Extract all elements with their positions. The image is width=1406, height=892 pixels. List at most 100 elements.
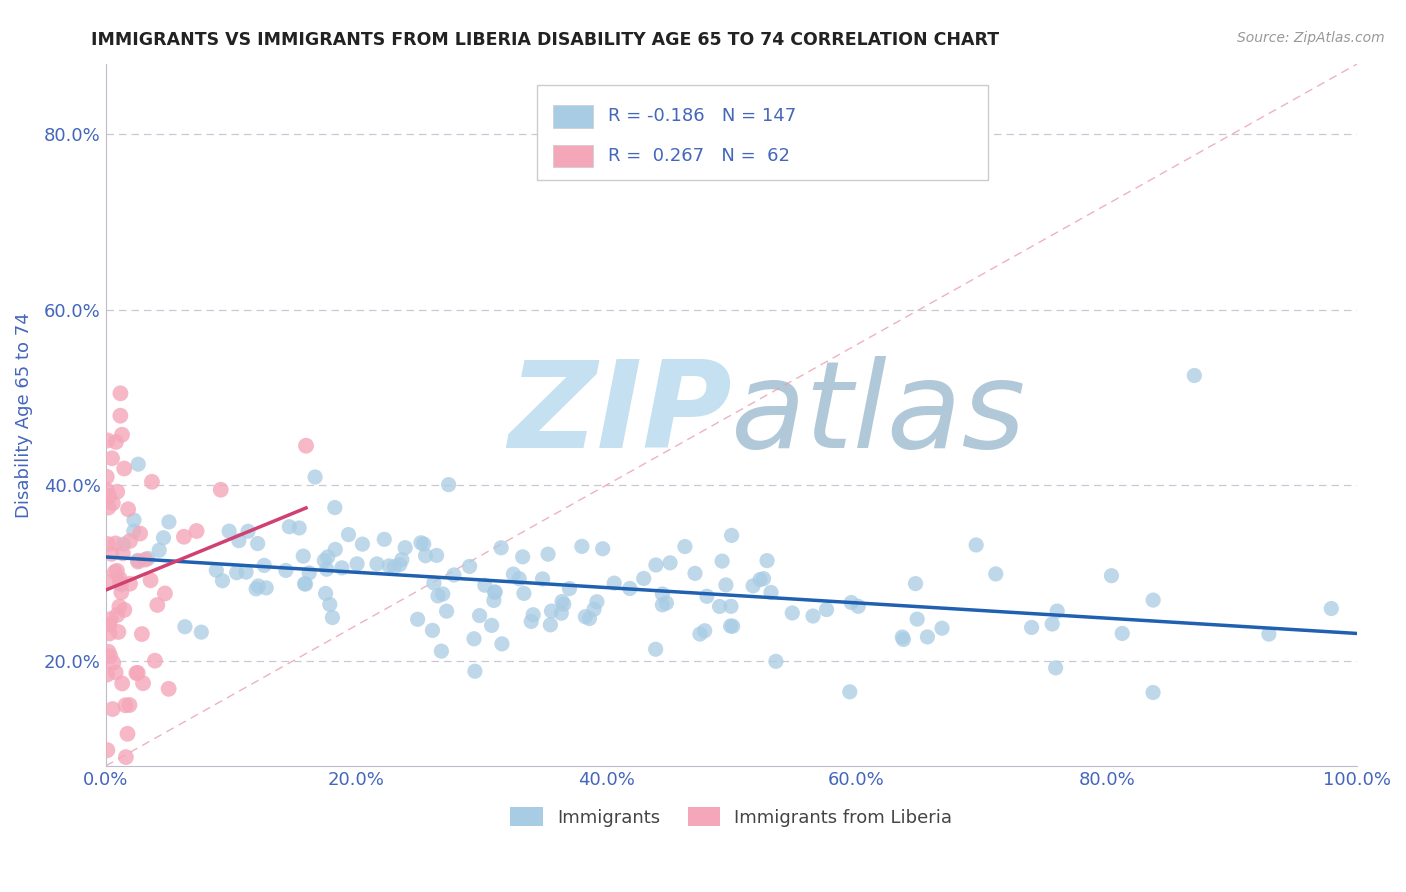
Immigrants	[112, 537, 135, 551]
Immigrants	[721, 619, 744, 633]
Immigrants	[474, 578, 496, 592]
Immigrants	[759, 585, 782, 599]
Immigrants	[253, 558, 276, 573]
Immigrants from Liberia	[104, 665, 127, 680]
FancyBboxPatch shape	[553, 105, 592, 128]
Immigrants	[323, 542, 346, 557]
Immigrants from Liberia	[105, 607, 128, 622]
Text: Source: ZipAtlas.com: Source: ZipAtlas.com	[1237, 31, 1385, 45]
Immigrants	[432, 587, 454, 601]
Immigrants from Liberia	[118, 533, 141, 548]
Immigrants	[458, 559, 481, 574]
Immigrants from Liberia	[118, 576, 141, 591]
Immigrants	[463, 632, 485, 646]
Text: atlas: atlas	[731, 357, 1026, 474]
Immigrants from Liberia	[111, 546, 134, 560]
Immigrants from Liberia	[143, 654, 166, 668]
Immigrants	[893, 632, 915, 647]
Immigrants	[481, 618, 503, 632]
Immigrants	[346, 557, 368, 571]
Immigrants	[337, 527, 360, 541]
Immigrants from Liberia	[112, 603, 135, 617]
Immigrants from Liberia	[125, 666, 148, 681]
Immigrants	[651, 587, 673, 601]
Immigrants from Liberia	[146, 598, 169, 612]
Immigrants	[846, 599, 869, 614]
Immigrants	[468, 608, 491, 623]
Immigrants from Liberia	[117, 502, 139, 516]
Immigrants from Liberia	[186, 524, 208, 538]
Immigrants	[415, 549, 437, 563]
Immigrants	[314, 553, 336, 567]
Immigrants	[1142, 685, 1164, 699]
Immigrants	[540, 604, 562, 618]
Immigrants	[531, 572, 554, 586]
Immigrants	[659, 556, 682, 570]
Immigrants from Liberia	[100, 612, 122, 626]
Immigrants	[508, 572, 530, 586]
Immigrants	[1046, 604, 1069, 618]
Immigrants	[464, 665, 486, 679]
Immigrants	[651, 598, 673, 612]
Immigrants	[538, 617, 561, 632]
Text: R = -0.186   N = 147: R = -0.186 N = 147	[607, 107, 796, 126]
Immigrants	[522, 607, 544, 622]
Immigrants	[619, 582, 641, 596]
Immigrants	[366, 557, 388, 571]
Immigrants	[127, 553, 149, 567]
Immigrants	[984, 566, 1007, 581]
Immigrants from Liberia	[105, 484, 128, 499]
Immigrants	[742, 579, 765, 593]
Immigrants	[406, 612, 429, 626]
Immigrants from Liberia	[104, 434, 127, 449]
Immigrants from Liberia	[132, 676, 155, 690]
Immigrants	[1182, 368, 1205, 383]
Immigrants	[720, 599, 742, 614]
Immigrants	[644, 642, 666, 657]
Immigrants from Liberia	[127, 665, 149, 680]
Immigrants	[558, 582, 581, 596]
Immigrants	[211, 574, 233, 588]
Immigrants	[423, 575, 446, 590]
Immigrants from Liberia	[96, 667, 118, 681]
Immigrants from Liberia	[104, 536, 127, 550]
Immigrants	[205, 563, 228, 577]
Legend: Immigrants, Immigrants from Liberia: Immigrants, Immigrants from Liberia	[503, 800, 960, 834]
Immigrants	[228, 533, 250, 548]
Immigrants	[294, 577, 316, 591]
Immigrants	[482, 593, 505, 607]
Immigrants	[443, 568, 465, 582]
Immigrants	[491, 637, 513, 651]
Immigrants from Liberia	[98, 489, 121, 503]
Immigrants	[409, 535, 432, 549]
Immigrants	[965, 538, 987, 552]
Immigrants from Liberia	[97, 645, 120, 659]
Immigrants	[917, 630, 939, 644]
Immigrants	[931, 621, 953, 635]
Immigrants from Liberia	[101, 496, 124, 510]
Immigrants	[315, 562, 337, 576]
Immigrants	[278, 520, 301, 534]
Immigrants	[1045, 661, 1067, 675]
Immigrants	[1021, 620, 1043, 634]
Immigrants	[437, 477, 460, 491]
Immigrants from Liberia	[105, 564, 128, 578]
Immigrants	[749, 573, 772, 587]
Immigrants	[247, 579, 270, 593]
Immigrants	[319, 598, 342, 612]
Immigrants	[427, 589, 450, 603]
Immigrants from Liberia	[107, 625, 129, 640]
Immigrants	[321, 610, 343, 624]
Immigrants	[693, 624, 716, 638]
Immigrants	[645, 558, 668, 572]
Immigrants	[294, 576, 316, 591]
Immigrants	[352, 537, 374, 551]
Immigrants	[689, 627, 711, 641]
Immigrants	[673, 540, 696, 554]
Immigrants from Liberia	[117, 727, 139, 741]
Immigrants from Liberia	[97, 537, 120, 551]
Immigrants	[683, 566, 706, 581]
Immigrants from Liberia	[139, 574, 162, 588]
Immigrants	[839, 596, 862, 610]
Immigrants	[394, 541, 416, 555]
